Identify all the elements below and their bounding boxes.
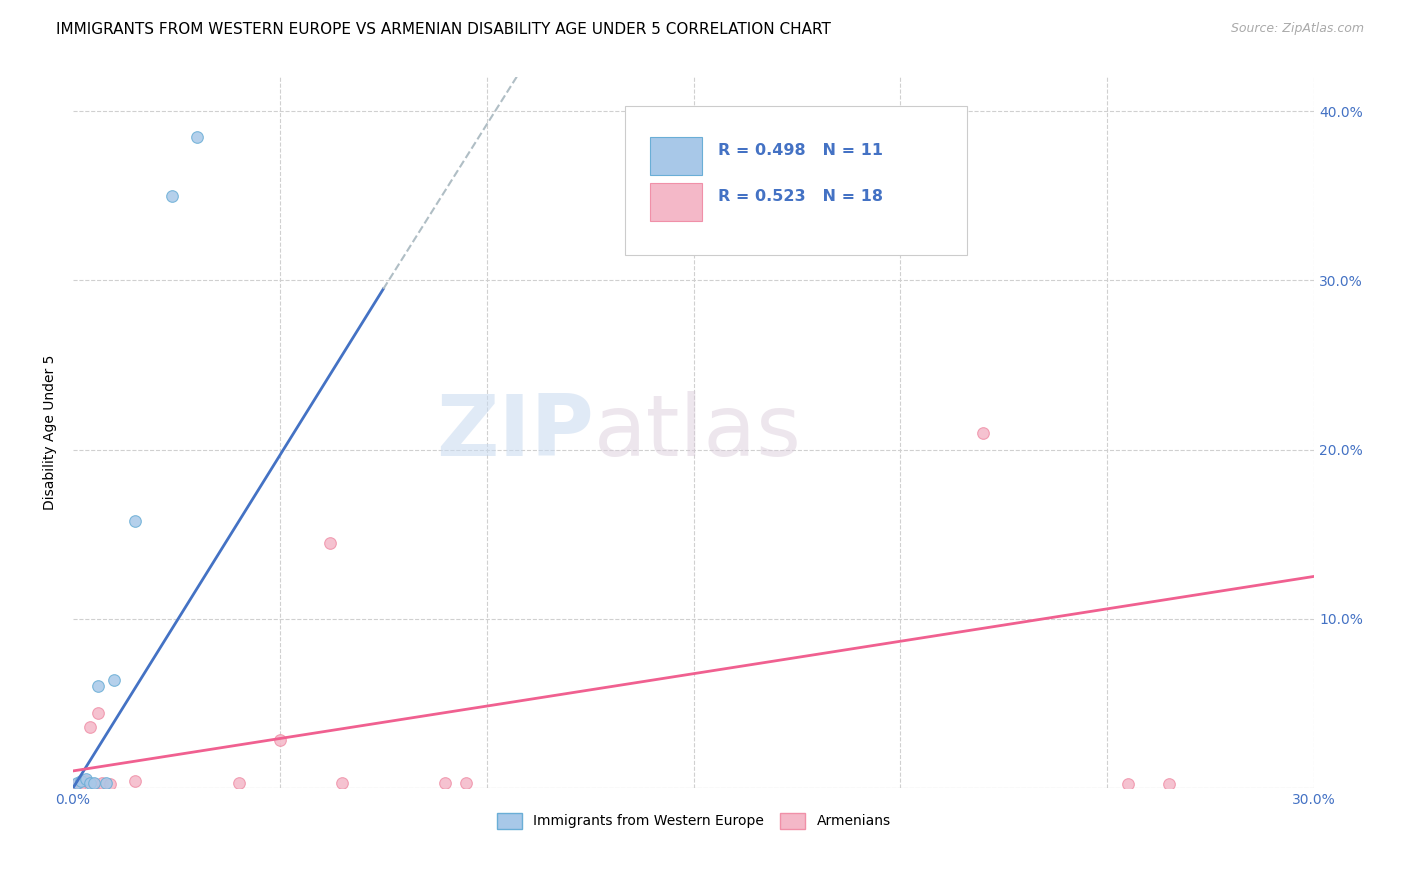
Point <box>269 733 291 747</box>
Point <box>1116 777 1139 791</box>
Point <box>87 706 110 721</box>
Y-axis label: Disability Age Under 5: Disability Age Under 5 <box>44 355 58 510</box>
FancyBboxPatch shape <box>650 183 703 221</box>
Point <box>1159 777 1181 791</box>
Point <box>318 535 340 549</box>
Point <box>103 673 125 687</box>
Text: atlas: atlas <box>595 391 803 475</box>
Point <box>228 776 250 790</box>
Point <box>83 777 105 791</box>
Point <box>75 772 97 787</box>
Point <box>66 776 89 790</box>
Text: R = 0.523   N = 18: R = 0.523 N = 18 <box>718 189 883 204</box>
Point <box>124 774 146 789</box>
FancyBboxPatch shape <box>626 106 967 255</box>
Point <box>66 777 89 791</box>
Point <box>124 514 146 528</box>
Point <box>456 776 478 790</box>
Point <box>330 776 353 790</box>
Point <box>70 774 93 789</box>
Point <box>79 720 101 734</box>
Text: R = 0.498   N = 11: R = 0.498 N = 11 <box>718 143 883 158</box>
Legend: Immigrants from Western Europe, Armenians: Immigrants from Western Europe, Armenian… <box>491 807 896 834</box>
Point <box>186 129 208 144</box>
Point <box>87 679 110 693</box>
Text: Source: ZipAtlas.com: Source: ZipAtlas.com <box>1230 22 1364 36</box>
Point <box>75 774 97 789</box>
Text: ZIP: ZIP <box>437 391 595 475</box>
Point <box>70 777 93 791</box>
Point <box>96 776 118 790</box>
Point <box>98 777 121 791</box>
Point <box>91 776 114 790</box>
Point <box>972 425 994 440</box>
FancyBboxPatch shape <box>650 136 703 175</box>
Point <box>79 776 101 790</box>
Point <box>162 189 184 203</box>
Point <box>83 776 105 790</box>
Text: IMMIGRANTS FROM WESTERN EUROPE VS ARMENIAN DISABILITY AGE UNDER 5 CORRELATION CH: IMMIGRANTS FROM WESTERN EUROPE VS ARMENI… <box>56 22 831 37</box>
Point <box>434 776 457 790</box>
